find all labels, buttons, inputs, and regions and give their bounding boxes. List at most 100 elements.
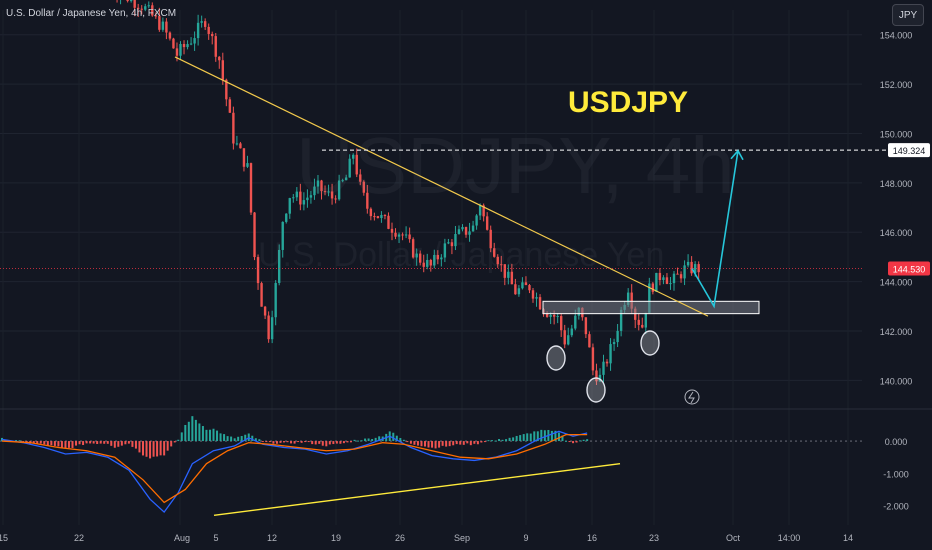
macd-histogram-bar (448, 441, 451, 447)
candle-body (380, 215, 383, 219)
candle-body (447, 242, 450, 244)
macd-histogram-bar (526, 433, 529, 442)
candle-body (538, 297, 542, 310)
candle-body (531, 290, 535, 299)
macd-histogram-bar (184, 424, 187, 442)
candle-body (295, 191, 299, 198)
candle-body (330, 191, 334, 199)
candle-body (563, 330, 566, 345)
candle-body (256, 257, 260, 284)
macd-histogram-bar (145, 441, 148, 457)
candle-body (489, 229, 492, 249)
macd-histogram-bar (117, 441, 120, 447)
candle-body (129, 0, 133, 2)
macd-histogram-bar (50, 441, 53, 446)
candle-body (697, 264, 700, 273)
macd-histogram-bar (223, 434, 226, 442)
candle-body (457, 229, 461, 234)
x-tick-label: 16 (587, 533, 597, 543)
macd-histogram-bar (328, 441, 331, 445)
pivot-marker (640, 330, 660, 356)
candle-body (306, 197, 309, 201)
candle-body (144, 6, 147, 10)
macd-histogram-bar (67, 441, 70, 448)
candle-body (429, 259, 432, 266)
macd-histogram-bar (131, 441, 134, 447)
candle-body (359, 174, 362, 182)
macd-histogram-bar (501, 439, 504, 442)
y-tick-label: 140.000 (880, 376, 913, 386)
axes: 154.000152.000150.000148.000146.000144.0… (0, 31, 912, 543)
macd-histogram-bar (321, 441, 324, 446)
candle-body (595, 370, 598, 382)
macd-histogram-bar (254, 438, 257, 442)
macd-y-tick-label: -1.000 (883, 469, 909, 479)
candle-body (151, 5, 154, 16)
candle-body (584, 317, 588, 335)
macd-histogram-bar (434, 441, 437, 449)
macd-histogram-bar (233, 438, 236, 442)
macd-histogram-bar (230, 436, 233, 442)
x-tick-label: 14:00 (778, 533, 801, 543)
ticker-label: USDJPY (568, 86, 689, 119)
macd-histogram-bar (293, 441, 296, 444)
macd-histogram-bar (39, 441, 42, 444)
candle-body (200, 21, 203, 23)
candle-body (672, 273, 676, 284)
candle-body (390, 228, 394, 233)
macd-histogram-bar (127, 441, 130, 444)
candle-body (221, 60, 224, 80)
macd-histogram-bar (311, 441, 314, 445)
macd-histogram-bar (180, 432, 183, 442)
macd-histogram-bar (32, 441, 35, 444)
macd-histogram-bar (325, 441, 328, 447)
macd-histogram-bar (554, 430, 557, 442)
macd-histogram-bar (314, 441, 317, 445)
candle-body (436, 254, 440, 260)
candle-body (186, 44, 189, 48)
candle-body (683, 265, 686, 279)
candle-body (651, 283, 655, 292)
macd-histogram-bar (22, 441, 25, 443)
target-price-label: 149.324 (893, 146, 926, 156)
x-tick-label: 5 (213, 533, 218, 543)
chart-title[interactable]: U.S. Dollar / Japanese Yen, 4h, FXCM (6, 8, 177, 19)
trendline (174, 56, 709, 317)
macd-panel (0, 416, 862, 517)
macd-histogram-bar (173, 441, 176, 443)
macd-histogram-bar (357, 440, 360, 442)
macd-histogram-bar (572, 441, 575, 444)
candle-body (323, 191, 327, 193)
macd-histogram-bar (364, 438, 367, 442)
currency-button[interactable]: JPY (892, 4, 924, 26)
candle-body (267, 315, 270, 340)
candle-body (482, 205, 485, 217)
candle-body (560, 316, 563, 331)
macd-histogram-bar (138, 441, 141, 453)
y-tick-label: 142.000 (880, 327, 913, 337)
macd-histogram-bar (427, 441, 430, 448)
candle-body (570, 328, 573, 336)
y-tick-label: 144.000 (880, 278, 913, 288)
candle-body (609, 344, 612, 364)
macd-histogram-bar (240, 436, 243, 442)
macd-histogram-bar (110, 441, 113, 446)
macd-histogram-bar (46, 441, 49, 446)
macd-histogram-bar (89, 441, 92, 444)
macd-histogram-bar (557, 432, 560, 442)
macd-y-tick-label: -2.000 (883, 502, 909, 512)
macd-histogram-bar (508, 437, 511, 442)
macd-histogram-bar (82, 441, 85, 446)
x-tick-label: 23 (649, 533, 659, 543)
x-tick-label: 19 (331, 533, 341, 543)
candle-body (648, 283, 651, 313)
candle-body (253, 212, 256, 258)
macd-histogram-bar (15, 440, 18, 442)
candle-body (193, 38, 196, 44)
macd-histogram-bar (124, 441, 127, 445)
candle-body (503, 264, 506, 278)
candle-body (154, 15, 158, 17)
watermark-name: U.S. Dollar / Japanese Yen (258, 236, 665, 274)
candle-body (376, 216, 380, 219)
